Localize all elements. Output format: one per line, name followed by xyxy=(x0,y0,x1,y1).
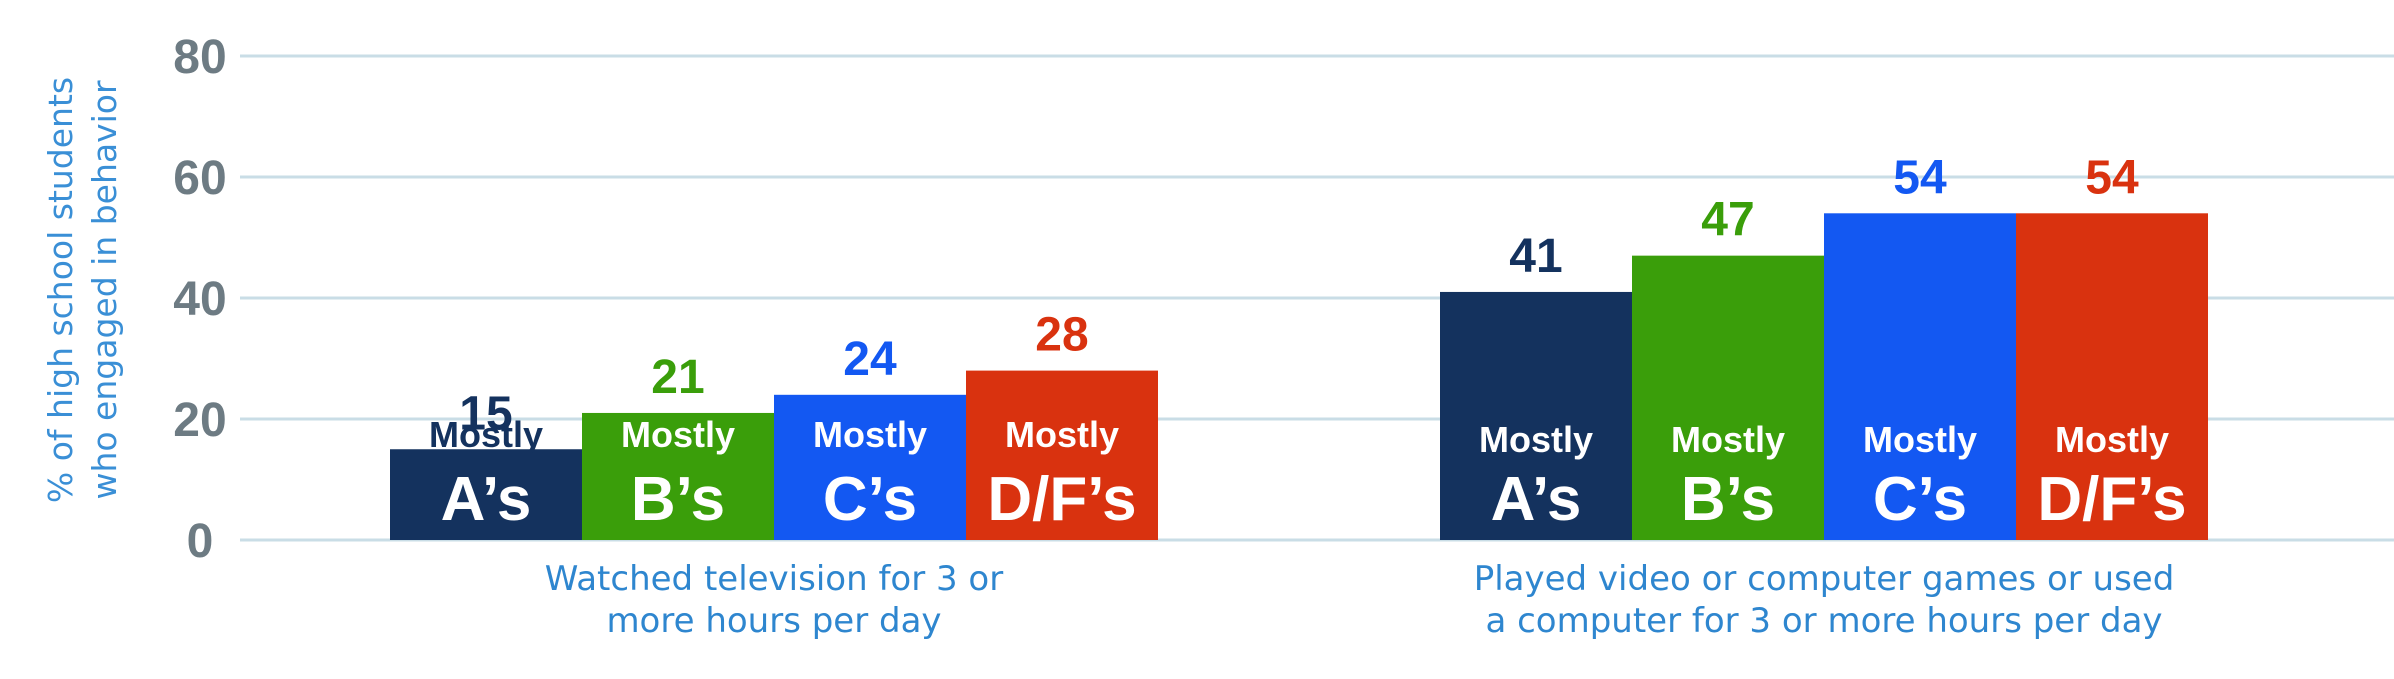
data-label: 24 xyxy=(843,333,897,386)
bar xyxy=(1440,291,1632,540)
bar-series-label-top: Mostly xyxy=(2055,419,2169,460)
bar-series-label-grade: A’s xyxy=(1491,465,1582,534)
data-label: 47 xyxy=(1701,194,1754,247)
data-label: 41 xyxy=(1509,230,1562,283)
y-tick-label: 40 xyxy=(173,273,226,326)
data-label: 15 xyxy=(459,387,512,440)
bar xyxy=(2016,213,2208,541)
bar xyxy=(1824,213,2016,541)
bar xyxy=(1632,255,1824,540)
y-axis-label: % of high school students who engaged in… xyxy=(41,77,124,503)
bars: 15MostlyA’s21MostlyB’s24MostlyC’s28Mostl… xyxy=(390,151,2208,541)
bar-series-label-top: Mostly xyxy=(1005,414,1119,455)
category-label: a computer for 3 or more hours per day xyxy=(1485,601,2162,641)
y-axis-label-line-2: who engaged in behavior xyxy=(85,80,124,500)
bar xyxy=(774,394,966,540)
bar xyxy=(582,412,774,540)
bar xyxy=(966,370,1158,540)
y-tick-label: 60 xyxy=(173,152,226,205)
y-tick-label: 20 xyxy=(173,394,226,447)
category-label: Watched television for 3 or xyxy=(545,559,1003,599)
bar-series-label-grade: B’s xyxy=(631,465,725,534)
bar-series-label-top: Mostly xyxy=(429,414,543,455)
category-label: Played video or computer games or used xyxy=(1474,559,2175,599)
data-label: 21 xyxy=(651,351,704,404)
bar-series-label-grade: C’s xyxy=(823,465,917,534)
bar-series-label-top: Mostly xyxy=(1863,419,1977,460)
bar xyxy=(390,449,582,540)
data-label: 54 xyxy=(2085,151,2139,204)
bar-series-label-grade: D/F’s xyxy=(987,465,1136,534)
bar-series-label-top: Mostly xyxy=(1479,419,1593,460)
bar-series-label-grade: C’s xyxy=(1873,465,1967,534)
bar-series-label-top: Mostly xyxy=(813,414,927,455)
bar-series-label-top: Mostly xyxy=(1671,419,1785,460)
y-axis-label-line-1: % of high school students xyxy=(41,77,80,503)
bar-series-label-grade: A’s xyxy=(441,465,532,534)
bar-series-label-grade: B’s xyxy=(1681,465,1775,534)
bar-series-label-top: Mostly xyxy=(621,414,735,455)
y-tick-label: 80 xyxy=(173,31,226,84)
data-label: 28 xyxy=(1035,309,1088,362)
category-label: more hours per day xyxy=(606,601,941,641)
bar-series-label-grade: D/F’s xyxy=(2037,465,2186,534)
y-axis-ticks: 0 20 40 60 80 xyxy=(173,31,226,568)
data-label: 54 xyxy=(1893,151,1947,204)
y-tick-label: 0 xyxy=(187,515,214,568)
